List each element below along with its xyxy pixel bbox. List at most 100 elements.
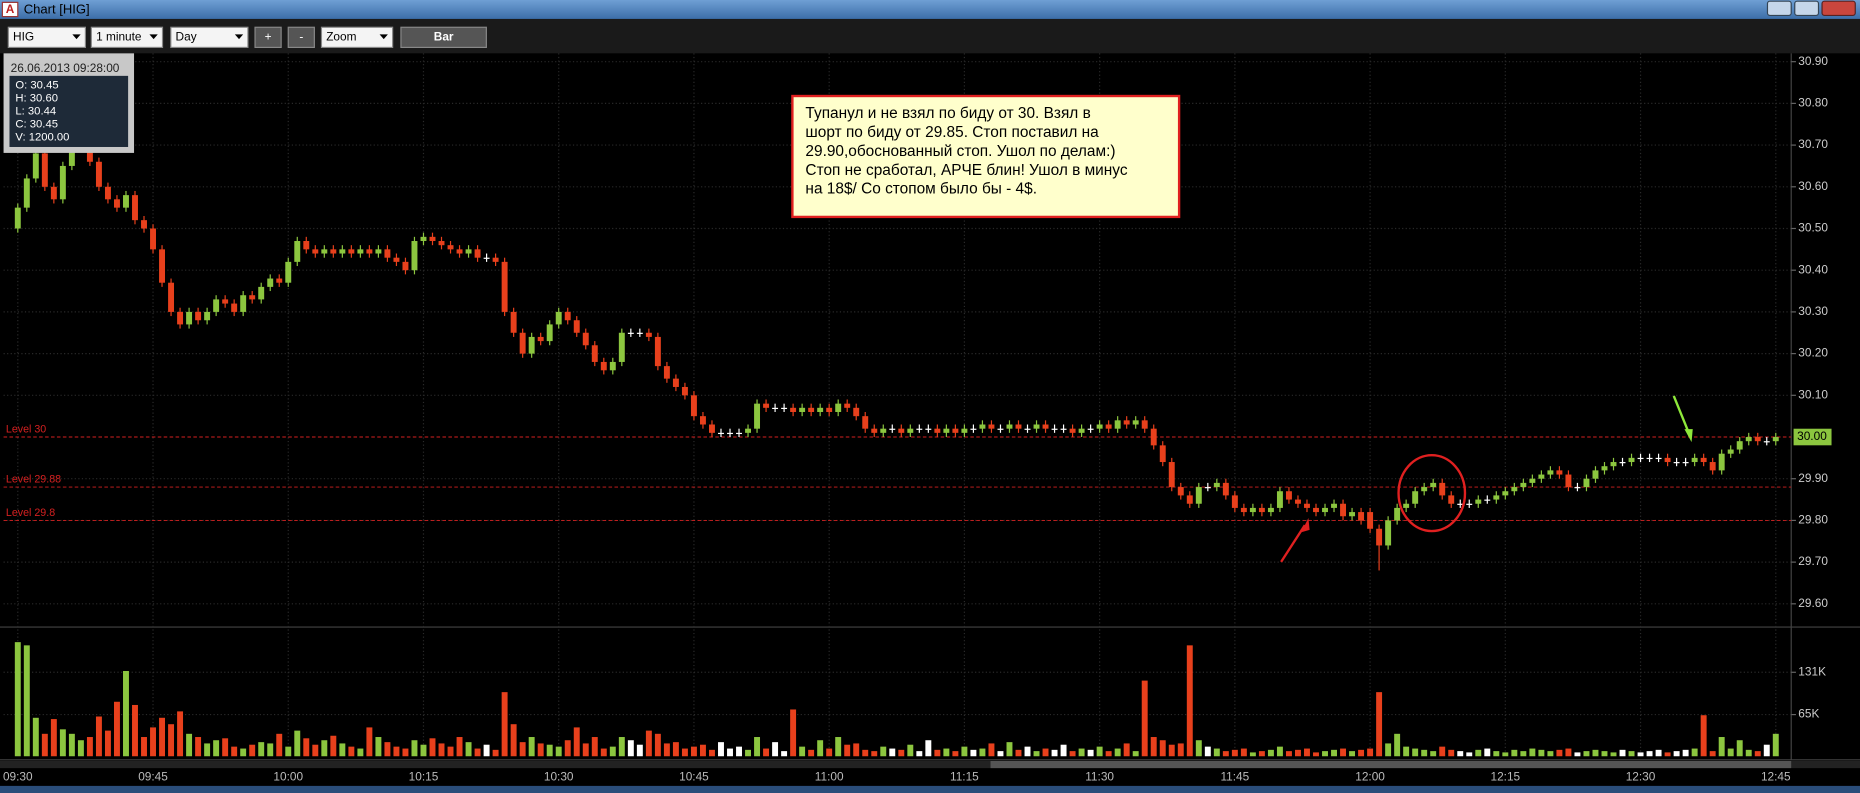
close-button[interactable] <box>1821 0 1856 17</box>
volume-bar <box>1258 751 1265 757</box>
candle-body <box>1222 482 1229 496</box>
candle-body <box>483 257 490 259</box>
maximize-button[interactable] <box>1794 0 1820 17</box>
candle-body <box>727 432 733 435</box>
volume-bar <box>1087 749 1094 757</box>
volume-bar <box>1574 752 1581 757</box>
scrollbar-thumb[interactable] <box>990 760 1792 769</box>
candle-body <box>23 178 30 208</box>
zoom-label: Zoom <box>326 29 356 43</box>
volume-bar <box>1376 692 1383 757</box>
x-tick-label: 09:30 <box>3 770 33 784</box>
volume-bar <box>1168 744 1175 757</box>
candle-body <box>501 261 508 312</box>
candle-body <box>465 249 472 254</box>
x-tick-label: 11:30 <box>1085 770 1114 784</box>
minimize-button[interactable] <box>1766 0 1792 17</box>
volume-bar <box>474 748 481 757</box>
info-datetime: 26.06.2013 09:28:00 <box>11 61 120 75</box>
volume-bar <box>826 748 833 757</box>
volume-tick-label: 131K <box>1798 664 1826 678</box>
candle-body <box>150 228 156 250</box>
x-tick-label: 11:45 <box>1220 770 1249 784</box>
volume-bar <box>50 719 57 757</box>
candle-body <box>41 153 48 187</box>
volume-bar <box>555 746 562 757</box>
candle-body <box>1619 462 1626 464</box>
y-tick-label: 30.60 <box>1798 179 1828 193</box>
volume-bar <box>1340 748 1347 757</box>
volume-bar <box>312 744 319 757</box>
volume-bar <box>1610 752 1617 757</box>
plus-label: + <box>265 29 272 43</box>
volume-bar <box>672 742 679 757</box>
candle-body <box>979 424 986 429</box>
volume-bar <box>952 751 959 757</box>
volume-bar <box>366 727 373 757</box>
candle-body <box>1276 491 1283 508</box>
interval-control[interactable] <box>90 26 164 49</box>
volume-bar <box>456 737 463 757</box>
volume-bar <box>970 749 977 757</box>
candle-body <box>1655 457 1662 460</box>
symbol-control[interactable] <box>7 26 87 49</box>
volume-bar <box>1772 733 1779 757</box>
candle-body <box>1078 428 1085 433</box>
candle-body <box>681 386 688 396</box>
candle-body <box>113 199 120 208</box>
volume-bar <box>654 733 661 757</box>
candle-body <box>1421 487 1428 492</box>
x-tick-label: 12:15 <box>1490 770 1520 784</box>
volume-bar <box>1448 749 1455 757</box>
volume-bar <box>907 744 914 757</box>
volume-bar <box>1024 746 1031 757</box>
y-tick-label: 30.10 <box>1798 387 1828 401</box>
volume-bar <box>41 733 48 757</box>
candle-body <box>1754 437 1761 442</box>
candle-body <box>177 311 184 325</box>
volume-bar <box>817 740 824 757</box>
volume-bar <box>727 748 733 757</box>
volume-bar <box>1042 748 1049 757</box>
candle-body <box>537 336 544 342</box>
level-label: Level 30 <box>6 424 46 436</box>
volume-bar <box>1096 746 1103 757</box>
volume-bar <box>582 743 589 757</box>
volume-bar <box>321 740 328 757</box>
dropdown-arrow[interactable] <box>234 34 244 40</box>
dropdown-arrow[interactable] <box>379 34 388 40</box>
mode-control[interactable] <box>400 26 487 49</box>
candle-body <box>844 403 851 408</box>
dropdown-arrow[interactable] <box>72 34 81 40</box>
candle-body <box>916 428 923 430</box>
volume-bar <box>898 749 905 757</box>
volume-bar <box>1691 748 1698 757</box>
candle-body <box>59 165 66 200</box>
candle-body <box>402 261 409 271</box>
plus-control[interactable] <box>254 26 282 49</box>
candle-body <box>258 286 265 300</box>
minus-control[interactable] <box>287 26 315 49</box>
volume-bar <box>141 737 147 757</box>
volume-bar <box>240 748 247 757</box>
dropdown-arrow[interactable] <box>149 34 158 40</box>
volume-bar <box>384 742 391 757</box>
volume-bar <box>1475 749 1482 757</box>
candle-body <box>528 336 535 354</box>
annotation: Тупанул и не взял по биду от 30. Взял в ш… <box>805 105 1127 198</box>
volume-bar <box>1583 751 1590 757</box>
candle-body <box>1610 462 1617 467</box>
candle-body <box>1213 482 1220 488</box>
volume-bar <box>1240 748 1247 757</box>
candle-body <box>1060 428 1067 430</box>
candle-body <box>240 295 247 312</box>
mode-label: Bar <box>434 29 454 43</box>
volume-bar <box>1529 748 1536 757</box>
candle-body <box>1628 457 1635 463</box>
volume-bar <box>276 733 283 757</box>
candle-body <box>709 424 715 433</box>
range-control[interactable] <box>170 26 249 49</box>
zoom-control[interactable] <box>320 26 394 49</box>
candle-body <box>393 257 400 262</box>
